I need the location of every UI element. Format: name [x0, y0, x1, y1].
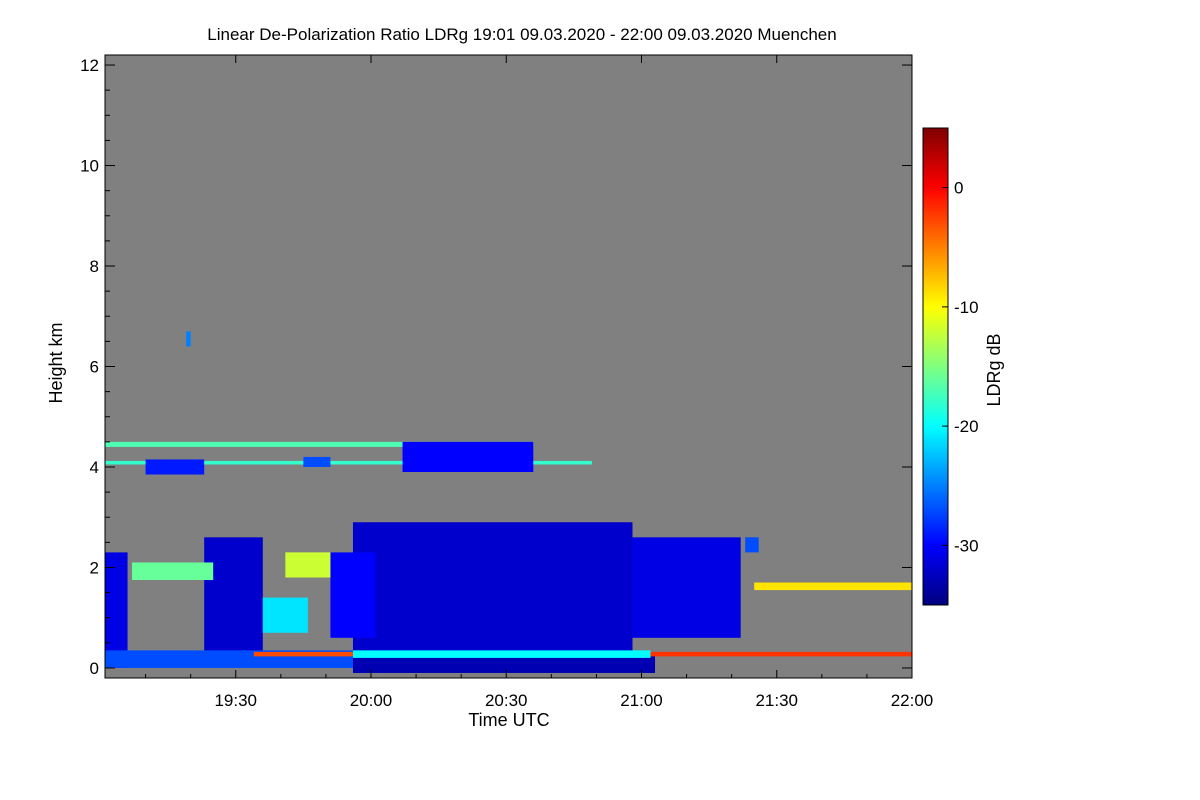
colorbar-ticks: 0 -10 -20 -30: [942, 179, 979, 555]
x-tick-label: 19:30: [214, 691, 257, 710]
heatmap-region-ice-patch-mid: [303, 456, 331, 467]
x-axis: 19:30 20:00 20:30 21:00 21:30 22:00: [145, 55, 934, 710]
heatmap-region-main-cloud-tail: [632, 537, 741, 638]
heatmap-region-mid-cloud: [330, 552, 376, 638]
colorbar-tick-label: 0: [954, 179, 963, 198]
y-tick-label: 8: [90, 257, 99, 276]
heatmap-region-main-cloud: [352, 522, 633, 653]
heatmap-region-lower-layer-mid: [285, 552, 331, 578]
heatmap-region-speckle-mid: [262, 597, 308, 633]
y-tick-label: 6: [90, 358, 99, 377]
y-tick-label: 2: [90, 558, 99, 577]
heatmap-region-small-patch-right: [745, 537, 759, 553]
heatmap-region-lower-layer-left: [132, 562, 214, 581]
chart-title: Linear De-Polarization Ratio LDRg 19:01 …: [207, 25, 836, 44]
heatmap-region-aerosol-layer-lower: [105, 460, 592, 465]
heatmap-region-early-cloud-a: [105, 552, 128, 668]
x-axis-label: Time UTC: [468, 710, 549, 730]
x-tick-label: 22:00: [891, 691, 934, 710]
heatmap-features: [105, 331, 912, 673]
heatmap-region-surface-layer-left: [253, 651, 353, 657]
heatmap-region-high-speck: [186, 331, 191, 347]
x-tick-label: 20:00: [350, 691, 393, 710]
x-tick-label: 20:30: [485, 691, 528, 710]
x-tick-label: 21:00: [620, 691, 663, 710]
y-axis: 0 2 4 6 8 10 12: [80, 56, 912, 678]
colorbar-tick-label: -20: [954, 417, 979, 436]
colorbar-tick-label: -30: [954, 536, 979, 555]
heatmap-region-early-cloud-b: [204, 537, 263, 658]
y-axis-label: Height km: [46, 322, 66, 403]
y-tick-label: 0: [90, 659, 99, 678]
y-tick-label: 4: [90, 458, 99, 477]
colorbar-tick-label: -10: [954, 298, 979, 317]
heatmap-region-bright-base-band: [352, 650, 651, 658]
colorbar: [922, 127, 949, 606]
y-tick-label: 12: [80, 56, 99, 75]
heatmap-region-ice-patch-left: [145, 459, 205, 475]
x-tick-label: 21:30: [755, 691, 798, 710]
heatmap-region-surface-layer-right: [650, 651, 912, 657]
colorbar-label: LDRg dB: [984, 333, 1004, 406]
heatmap-region-aerosol-layer-upper: [105, 441, 534, 447]
heatmap-region-ice-streaks: [402, 441, 534, 473]
heatmap-region-lower-layer-right: [754, 582, 912, 591]
y-tick-label: 10: [80, 157, 99, 176]
